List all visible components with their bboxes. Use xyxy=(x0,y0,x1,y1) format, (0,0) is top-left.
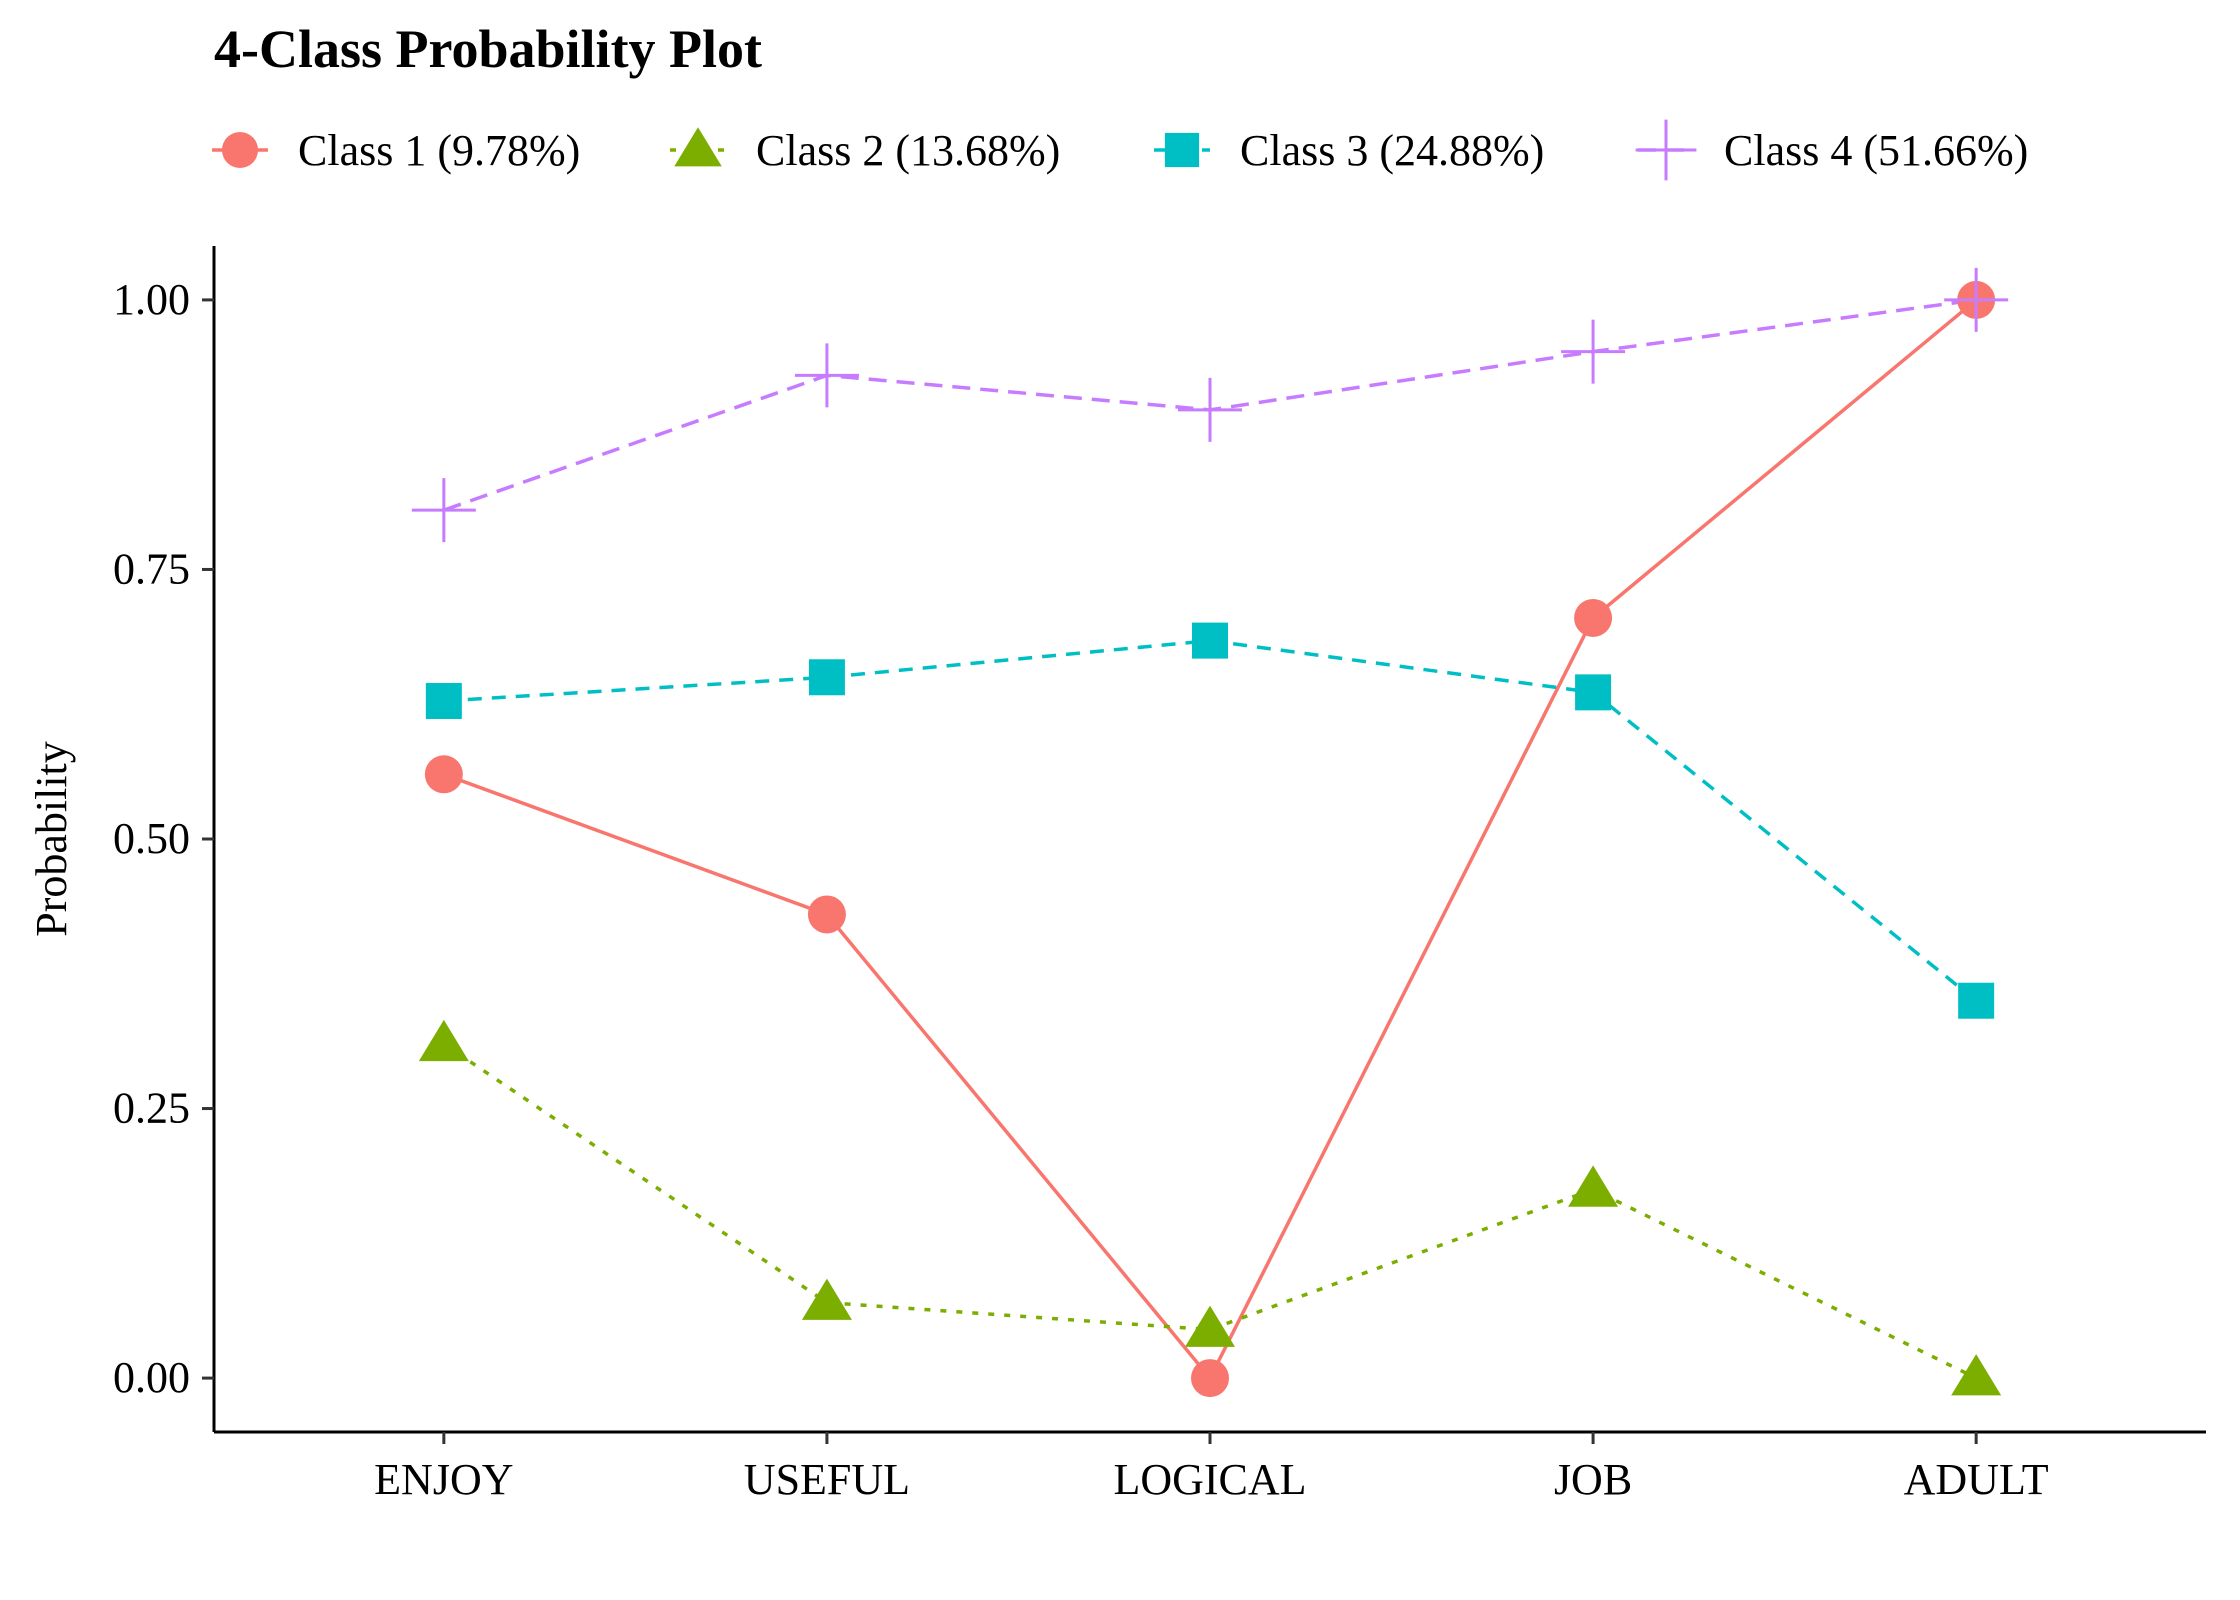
x-tick-label: ENJOY xyxy=(374,1455,513,1504)
point-class-2-useful xyxy=(801,1278,852,1320)
x-tick-label: USEFUL xyxy=(744,1455,910,1504)
point-class-4-useful xyxy=(794,343,859,408)
legend-key-marker xyxy=(1164,132,1200,168)
x-tick-label: JOB xyxy=(1554,1455,1632,1504)
legend-key-marker xyxy=(221,131,259,169)
y-tick-label: 1.00 xyxy=(113,275,190,324)
point-class-3-logical xyxy=(1192,622,1228,659)
legend-item-class-1: Class 1 (9.78%) xyxy=(212,126,580,175)
y-axis-title: Probability xyxy=(27,741,76,937)
point-class-1-job xyxy=(1574,598,1613,637)
point-class-4-logical xyxy=(1178,377,1242,442)
point-class-1-enjoy xyxy=(424,755,463,794)
legend-item-class-2: Class 2 (13.68%) xyxy=(670,126,1060,175)
legend-key-marker xyxy=(674,127,722,167)
legend-label: Class 3 (24.88%) xyxy=(1240,126,1544,175)
point-class-4-job xyxy=(1561,319,1626,384)
legend-item-class-3: Class 3 (24.88%) xyxy=(1154,126,1544,175)
series-line-class-1 xyxy=(443,298,1978,1382)
point-class-3-enjoy xyxy=(425,682,462,719)
y-tick-label: 0.50 xyxy=(113,814,190,863)
series-line-class-3 xyxy=(443,638,1978,1003)
point-class-2-logical xyxy=(1185,1305,1235,1347)
chart-title: 4-Class Probability Plot xyxy=(214,19,763,79)
point-class-2-job xyxy=(1568,1165,1619,1207)
point-class-2-enjoy xyxy=(418,1019,469,1062)
point-class-3-useful xyxy=(808,659,845,696)
series-line-class-2 xyxy=(442,1042,1977,1380)
point-class-4-adult xyxy=(1944,267,2009,332)
legend-key-marker xyxy=(1635,119,1697,181)
legend: Class 1 (9.78%) Class 2 (13.68%) Class 3 (… xyxy=(212,119,2028,181)
legend-label: Class 2 (13.68%) xyxy=(756,126,1060,175)
series-layer xyxy=(411,267,2009,1398)
point-class-3-job xyxy=(1575,674,1612,711)
point-class-2-adult xyxy=(1951,1354,2002,1396)
y-tick-label: 0.25 xyxy=(113,1084,190,1133)
legend-label: Class 4 (51.66%) xyxy=(1724,126,2028,175)
point-class-1-logical xyxy=(1191,1359,1229,1398)
point-class-1-useful xyxy=(807,895,846,934)
legend-label: Class 1 (9.78%) xyxy=(298,126,580,175)
axes: 0.00 0.25 0.50 0.75 1.00 ENJOY USEFUL LOGICAL JO… xyxy=(27,246,2206,1504)
y-tick-label: 0.75 xyxy=(113,544,190,593)
x-tick-label: ADULT xyxy=(1904,1455,2049,1504)
y-tick-label: 0.00 xyxy=(113,1353,190,1402)
point-class-3-adult xyxy=(1958,982,1995,1019)
x-tick-label: LOGICAL xyxy=(1113,1455,1306,1504)
point-class-4-enjoy xyxy=(411,478,476,543)
legend-item-class-4: Class 4 (51.66%) xyxy=(1635,119,2028,181)
